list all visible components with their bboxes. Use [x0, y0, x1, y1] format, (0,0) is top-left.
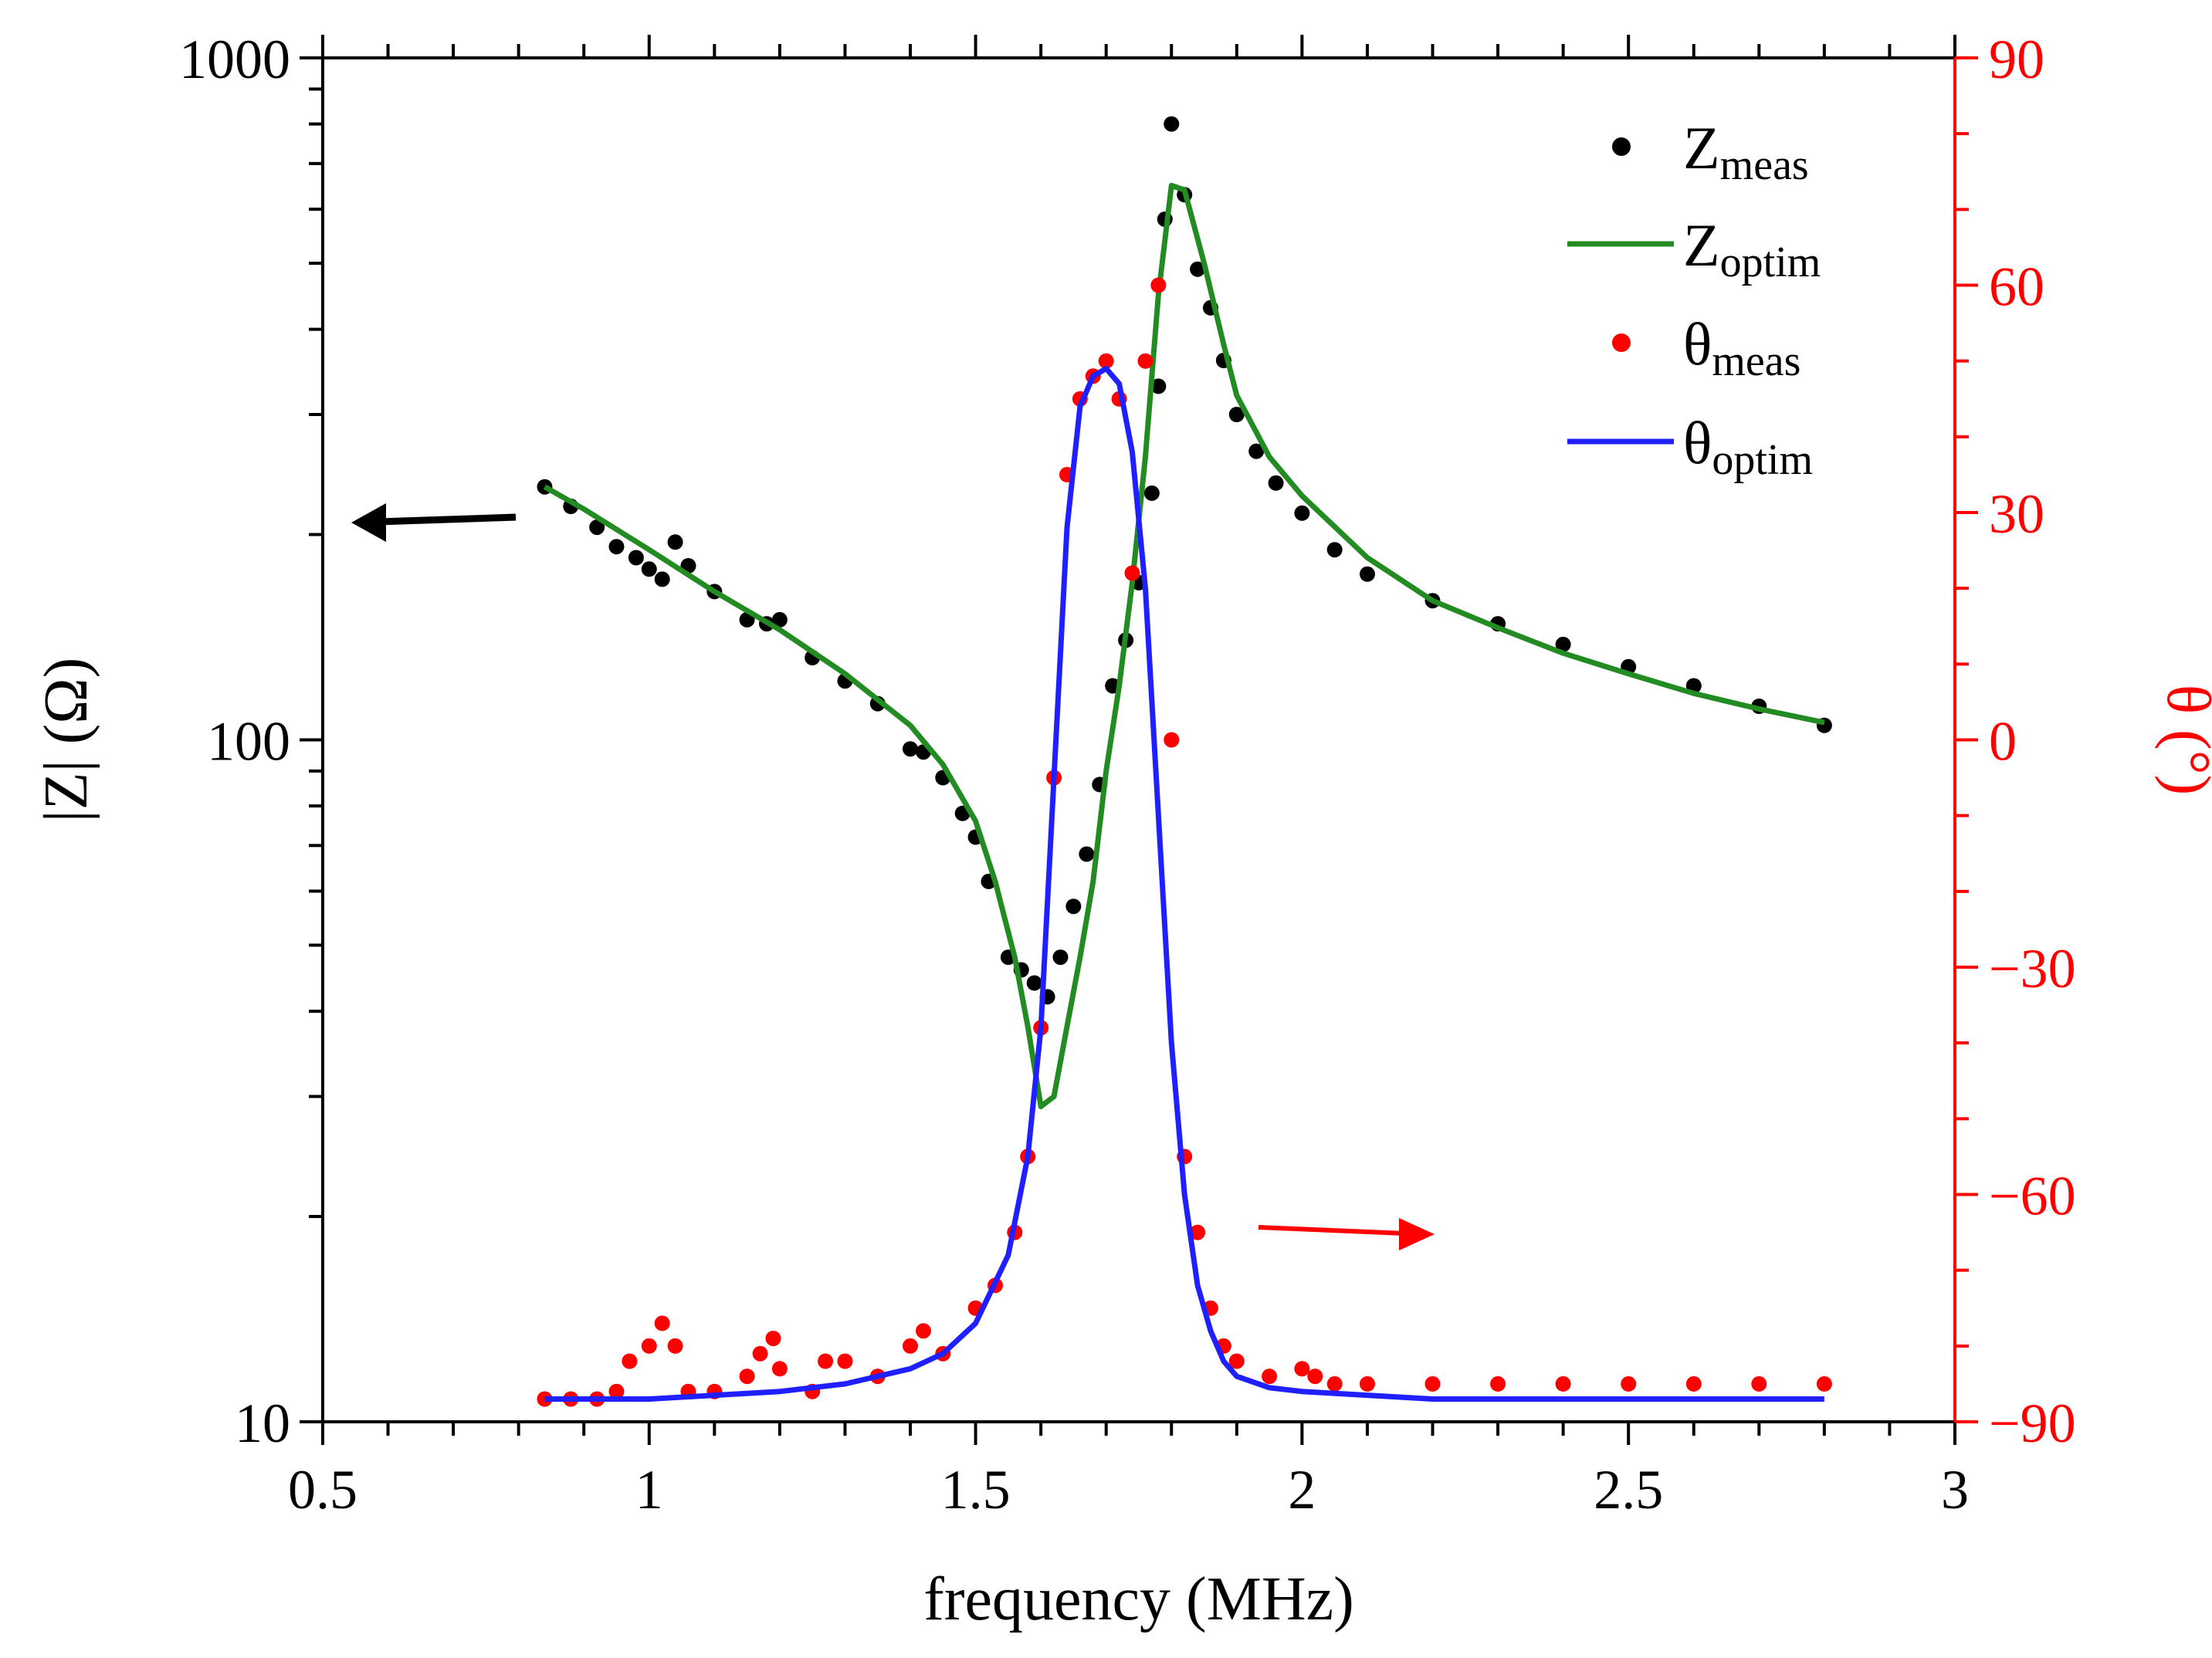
y-axis-right-title: θ (°)	[2154, 685, 2212, 796]
data-point-theta_meas	[1326, 1375, 1343, 1392]
data-point-z_meas	[1065, 898, 1082, 915]
x-tick-label: 1.5	[941, 1459, 1011, 1521]
series-line-z_optim	[543, 182, 1825, 1109]
y-right-tick-label: 90	[1989, 29, 2044, 90]
data-point-z_meas	[1555, 636, 1571, 652]
legend: Zmeas Zoptim θmeas θoptim	[1567, 114, 1821, 484]
data-point-theta_meas	[1294, 1361, 1310, 1377]
y-right-tick-label: 60	[1989, 256, 2044, 318]
data-point-theta_meas	[622, 1353, 638, 1369]
x-axis-title: frequency (MHz)	[923, 1565, 1354, 1633]
legend-label-theta_meas: θmeas	[1683, 310, 1800, 385]
data-point-theta_meas	[837, 1353, 853, 1369]
x-tick-label: 2.5	[1594, 1459, 1663, 1521]
data-point-theta_meas	[1164, 732, 1180, 748]
data-point-z_meas	[1164, 116, 1180, 132]
data-point-z_meas	[608, 539, 625, 555]
y-right-tick-label: 0	[1989, 711, 2017, 773]
y-left-tick-label: 100	[207, 711, 290, 773]
data-point-z_meas	[1150, 378, 1167, 394]
data-point-z_meas	[654, 571, 670, 587]
data-point-z_meas	[1079, 846, 1095, 862]
y-right-tick-label: −60	[1989, 1166, 2076, 1227]
y-left-tick-label: 1000	[179, 29, 290, 90]
data-point-theta_meas	[916, 1323, 931, 1339]
data-point-theta_meas	[641, 1338, 657, 1354]
x-tick-label: 0.5	[288, 1459, 357, 1521]
data-point-theta_meas	[1262, 1369, 1278, 1385]
data-point-theta_meas	[1816, 1375, 1832, 1392]
data-point-z_meas	[628, 550, 644, 566]
x-tick-label: 2	[1288, 1459, 1316, 1521]
data-point-z_meas	[903, 741, 918, 757]
data-point-z_meas	[589, 519, 605, 536]
left-axis-arrow-head	[351, 503, 386, 542]
data-point-theta_meas	[1360, 1375, 1375, 1392]
data-point-theta_meas	[752, 1345, 768, 1362]
data-point-theta_meas	[765, 1331, 781, 1346]
data-point-theta_meas	[1307, 1369, 1323, 1385]
right-axis-arrow	[1258, 1225, 1406, 1236]
data-point-theta_meas	[1190, 1224, 1206, 1240]
data-point-theta_meas	[1137, 353, 1153, 369]
data-point-z_meas	[667, 534, 683, 550]
series-line-theta_optim	[544, 366, 1824, 1402]
x-tick-label: 1	[635, 1459, 663, 1521]
data-point-theta_meas	[818, 1353, 834, 1369]
data-point-theta_meas	[1150, 277, 1167, 293]
data-point-z_meas	[641, 561, 657, 577]
data-point-theta_meas	[1621, 1375, 1637, 1392]
data-point-theta_meas	[654, 1315, 670, 1331]
data-point-z_meas	[1360, 566, 1375, 582]
legend-label-z_meas: Zmeas	[1683, 114, 1809, 189]
data-point-theta_meas	[1098, 353, 1114, 369]
data-point-z_meas	[1052, 949, 1069, 966]
data-point-theta_meas	[1490, 1375, 1506, 1392]
y-right-tick-label: −90	[1989, 1392, 2076, 1454]
data-point-z_meas	[1026, 975, 1042, 991]
data-point-z_meas	[771, 611, 788, 628]
data-point-theta_meas	[1124, 565, 1140, 581]
data-point-z_meas	[1294, 505, 1310, 521]
x-tick-label: 3	[1941, 1459, 1969, 1521]
data-point-theta_meas	[667, 1338, 683, 1354]
data-point-theta_meas	[739, 1369, 755, 1385]
data-point-z_meas	[1326, 542, 1343, 558]
y-left-tick-label: 10	[235, 1392, 290, 1454]
data-point-theta_meas	[1424, 1375, 1441, 1392]
data-point-theta_meas	[903, 1338, 918, 1354]
y-right-tick-label: −30	[1989, 938, 2076, 1000]
left-axis-arrow	[378, 513, 517, 526]
data-point-z_meas	[1228, 407, 1245, 422]
data-point-theta_meas	[1228, 1353, 1245, 1369]
legend-marker-theta_meas	[1612, 333, 1631, 352]
data-point-theta_meas	[1555, 1375, 1571, 1392]
data-point-theta_meas	[608, 1383, 625, 1399]
data-point-z_meas	[1268, 475, 1284, 491]
legend-marker-z_meas	[1612, 137, 1631, 156]
data-point-theta_meas	[1751, 1375, 1767, 1392]
y-axis-left-title: |Z| (Ω)	[32, 658, 100, 823]
axes-layer: 0.5 1 1.5 2 2.5 3 10 100 1000 −90 −60 −30 0 30 60 90	[179, 29, 2076, 1521]
right-axis-arrow-head	[1399, 1218, 1435, 1250]
data-point-theta_meas	[1685, 1375, 1702, 1392]
data-point-z_meas	[1190, 261, 1206, 277]
legend-label-z_optim: Zoptim	[1683, 211, 1821, 286]
legend-label-theta_optim: θoptim	[1683, 409, 1813, 484]
data-point-z_meas	[1143, 485, 1160, 501]
data-point-theta_meas	[771, 1361, 788, 1377]
data-point-z_meas	[1248, 443, 1265, 459]
y-right-tick-label: 30	[1989, 483, 2044, 545]
plot-layer	[537, 116, 1832, 1407]
